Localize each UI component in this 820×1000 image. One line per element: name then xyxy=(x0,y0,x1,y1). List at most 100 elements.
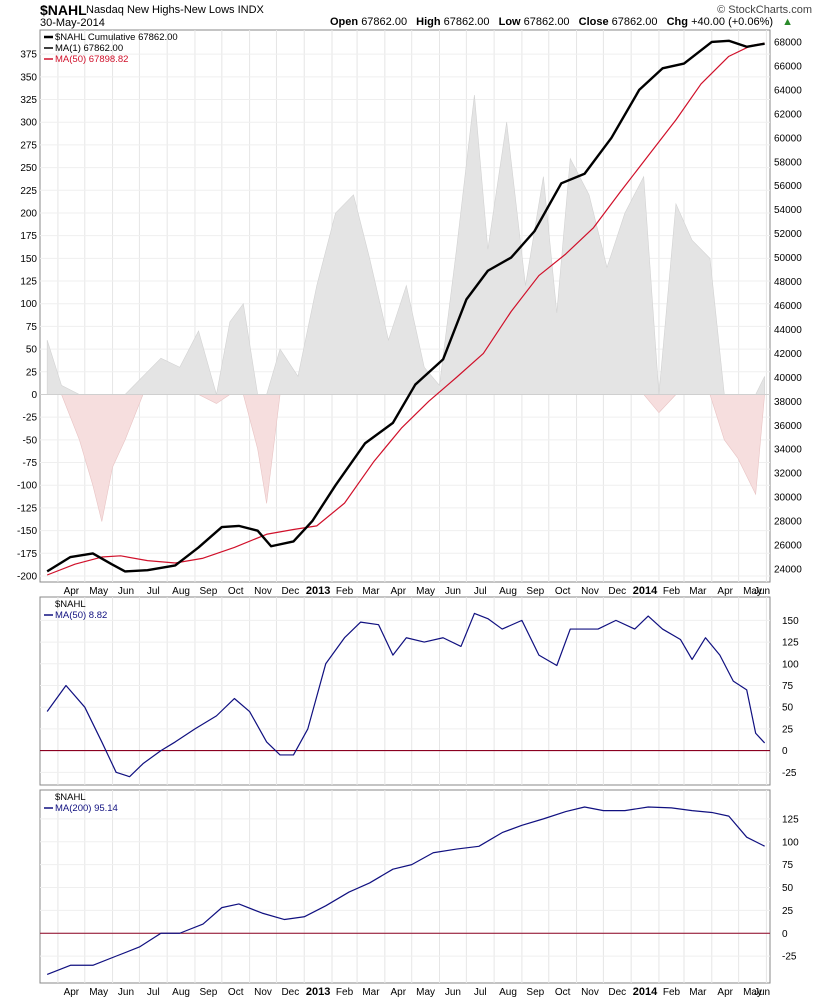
right-y-tick-label: 66000 xyxy=(774,61,802,72)
right-y-tick-label: 54000 xyxy=(774,205,802,216)
high-label: High xyxy=(416,16,441,28)
ma200-indicator-line xyxy=(46,806,765,975)
x-tick-label: Aug xyxy=(172,586,190,597)
low-value: 67862.00 xyxy=(523,16,570,28)
open-value: 67862.00 xyxy=(361,16,408,28)
left-y-tick-label: 75 xyxy=(26,322,38,333)
x-tick-label: Feb xyxy=(663,586,681,597)
x-tick-label: Oct xyxy=(555,987,571,998)
x-tick-label: May xyxy=(743,586,762,597)
x-tick-label: Oct xyxy=(228,586,244,597)
right-y-tick-label: 58000 xyxy=(774,157,802,168)
x-tick-label: Sep xyxy=(526,987,544,998)
open-label: Open xyxy=(330,16,359,28)
x-tick-label: Dec xyxy=(281,987,299,998)
x-tick-label: Nov xyxy=(581,586,599,597)
x-tick-label: May xyxy=(89,586,108,597)
left-y-tick-label: 150 xyxy=(20,254,37,265)
histogram-positive-area xyxy=(46,94,765,395)
legend-entry: MA(50) 8.82 xyxy=(55,610,107,621)
right-y-tick-label: 38000 xyxy=(774,397,802,408)
right-y-tick-label: 50 xyxy=(782,883,794,894)
x-tick-label: Apr xyxy=(717,987,733,998)
x-tick-label: Mar xyxy=(362,586,380,597)
right-y-tick-label: 25 xyxy=(782,906,794,917)
left-y-tick-label: 200 xyxy=(20,208,37,219)
right-y-tick-label: 36000 xyxy=(774,421,802,432)
x-tick-label: Sep xyxy=(199,987,217,998)
left-y-tick-label: 250 xyxy=(20,163,37,174)
chg-label: Chg xyxy=(666,16,688,28)
x-tick-label: Nov xyxy=(254,586,272,597)
left-y-tick-label: -150 xyxy=(17,526,37,537)
x-tick-label: Dec xyxy=(281,586,299,597)
x-tick-label: Aug xyxy=(499,586,517,597)
x-tick-label: Dec xyxy=(608,987,626,998)
x-tick-label: Feb xyxy=(336,987,354,998)
left-y-tick-label: -100 xyxy=(17,481,37,492)
panel-frame-2 xyxy=(39,596,771,786)
legend-entry: MA(50) 67898.82 xyxy=(55,54,128,65)
right-y-tick-label: 42000 xyxy=(774,349,802,360)
left-y-tick-label: 275 xyxy=(20,140,37,151)
low-label: Low xyxy=(498,16,521,28)
x-tick-label: Apr xyxy=(64,586,80,597)
panel-frame-3 xyxy=(39,789,771,984)
x-tick-label: Apr xyxy=(391,987,407,998)
x-tick-label: May xyxy=(416,987,435,998)
x-tick-label: Jul xyxy=(147,987,160,998)
left-y-tick-label: 300 xyxy=(20,118,37,129)
x-tick-label: Oct xyxy=(228,987,244,998)
right-y-tick-label: -25 xyxy=(782,952,797,963)
right-y-tick-label: 44000 xyxy=(774,325,802,336)
right-y-tick-label: 68000 xyxy=(774,37,802,48)
left-y-tick-label: -25 xyxy=(23,413,38,424)
close-value: 67862.00 xyxy=(611,16,658,28)
x-tick-label: Jun xyxy=(754,586,770,597)
legend-entry: MA(200) 95.14 xyxy=(55,803,118,814)
x-tick-label: Oct xyxy=(555,586,571,597)
panel-symbol-label: $NAHL xyxy=(55,792,86,803)
x-tick-label: Apr xyxy=(391,586,407,597)
left-y-tick-label: 350 xyxy=(20,72,37,83)
right-y-tick-label: 50 xyxy=(782,703,794,714)
right-y-tick-label: 48000 xyxy=(774,277,802,288)
x-tick-label: Aug xyxy=(172,987,190,998)
left-y-tick-label: 50 xyxy=(26,345,38,356)
right-y-tick-label: 0 xyxy=(782,929,788,940)
up-arrow-icon: ▲ xyxy=(782,16,793,28)
right-y-tick-label: 30000 xyxy=(774,493,802,504)
x-tick-label: Apr xyxy=(717,586,733,597)
x-tick-label: Jun xyxy=(445,987,461,998)
cumulative-line xyxy=(46,39,765,573)
right-y-tick-label: 125 xyxy=(782,638,799,649)
right-y-tick-label: 60000 xyxy=(774,133,802,144)
right-y-tick-label: 52000 xyxy=(774,229,802,240)
x-tick-label: May xyxy=(743,987,762,998)
right-y-tick-label: 75 xyxy=(782,860,794,871)
left-y-tick-label: 25 xyxy=(26,367,38,378)
left-y-tick-label: 375 xyxy=(20,50,37,61)
x-tick-label: Mar xyxy=(362,987,380,998)
right-y-tick-label: -25 xyxy=(782,768,797,779)
x-tick-label: Jul xyxy=(474,586,487,597)
panel-symbol-label: $NAHL xyxy=(55,599,86,610)
right-y-tick-label: 24000 xyxy=(774,565,802,576)
x-tick-label: May xyxy=(416,586,435,597)
x-tick-label: May xyxy=(89,987,108,998)
x-tick-label: Sep xyxy=(526,586,544,597)
x-tick-label: 2014 xyxy=(633,585,658,597)
x-tick-label: Dec xyxy=(608,586,626,597)
chart-date: 30-May-2014 xyxy=(40,17,105,29)
left-y-tick-label: 225 xyxy=(20,186,37,197)
right-y-tick-label: 28000 xyxy=(774,517,802,528)
right-y-tick-label: 50000 xyxy=(774,253,802,264)
right-y-tick-label: 34000 xyxy=(774,445,802,456)
left-y-tick-label: 100 xyxy=(20,299,37,310)
x-tick-label: Mar xyxy=(689,987,707,998)
right-y-tick-label: 100 xyxy=(782,659,799,670)
ma50-indicator-line xyxy=(46,612,766,778)
x-tick-label: Mar xyxy=(689,586,707,597)
left-y-tick-label: -125 xyxy=(17,503,37,514)
